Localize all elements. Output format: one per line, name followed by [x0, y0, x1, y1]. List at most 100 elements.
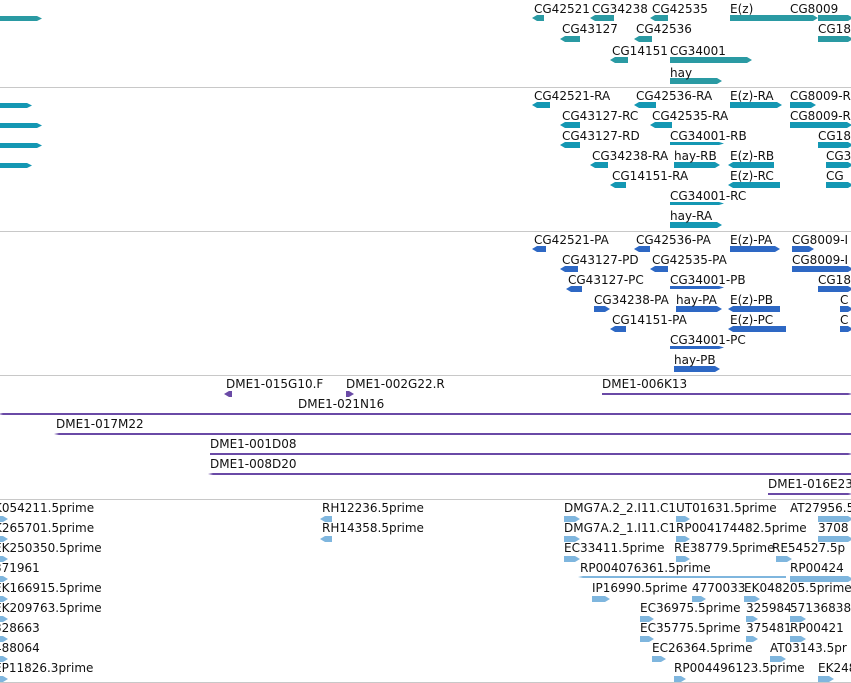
- feature-label[interactable]: E(z)-PC: [730, 313, 774, 327]
- feature-glyph[interactable]: [671, 160, 721, 170]
- feature-label[interactable]: RP004174482.5prime: [676, 521, 807, 535]
- feature-label[interactable]: 328663: [0, 621, 40, 635]
- feature-label[interactable]: EK166915.5prime: [0, 581, 102, 595]
- feature-label[interactable]: CG34001: [670, 44, 726, 58]
- feature-glyph[interactable]: [633, 100, 659, 110]
- feature-label[interactable]: CG34001-RC: [670, 189, 747, 203]
- feature-glyph[interactable]: [787, 614, 807, 624]
- feature-label[interactable]: CG: [826, 169, 844, 183]
- feature-label[interactable]: CG14151-PA: [612, 313, 687, 327]
- feature-glyph[interactable]: [0, 121, 43, 130]
- feature-glyph[interactable]: [531, 13, 547, 23]
- feature-label[interactable]: EK209763.5prime: [0, 601, 102, 615]
- feature-label[interactable]: CG8009-I: [792, 253, 849, 267]
- feature-label[interactable]: DME1-015G10.F: [226, 377, 324, 391]
- feature-glyph[interactable]: [599, 391, 851, 397]
- feature-label[interactable]: E(z)-PA: [730, 233, 773, 247]
- feature-label[interactable]: RH14358.5prime: [322, 521, 424, 535]
- feature-glyph[interactable]: [671, 364, 721, 374]
- feature-glyph[interactable]: [0, 14, 43, 23]
- feature-glyph[interactable]: [559, 264, 581, 274]
- feature-glyph[interactable]: [207, 451, 851, 457]
- feature-label[interactable]: CG3: [826, 149, 851, 163]
- feature-label[interactable]: DME1-001D08: [210, 437, 297, 451]
- feature-label[interactable]: hay-RA: [670, 209, 713, 223]
- feature-label[interactable]: CG42536-RA: [636, 89, 713, 103]
- feature-label[interactable]: E(z)-RC: [730, 169, 774, 183]
- feature-glyph[interactable]: [565, 284, 585, 294]
- feature-glyph[interactable]: [727, 160, 777, 170]
- feature-glyph[interactable]: [727, 13, 819, 23]
- feature-glyph[interactable]: [609, 55, 631, 65]
- feature-label[interactable]: CG42535-PA: [652, 253, 727, 267]
- feature-glyph[interactable]: [0, 534, 9, 544]
- feature-glyph[interactable]: [649, 654, 667, 664]
- feature-label[interactable]: C: [840, 293, 849, 307]
- feature-glyph[interactable]: [637, 634, 655, 644]
- feature-glyph[interactable]: [815, 284, 851, 294]
- feature-label[interactable]: hay-PA: [676, 293, 717, 307]
- feature-glyph[interactable]: [319, 514, 335, 524]
- feature-label[interactable]: CG18: [818, 22, 851, 36]
- feature-glyph[interactable]: [741, 594, 761, 604]
- feature-label[interactable]: RE38779.5prime: [674, 541, 775, 555]
- feature-label[interactable]: CG43127-PC: [568, 273, 644, 287]
- feature-label[interactable]: CG42536-PA: [636, 233, 711, 247]
- feature-glyph[interactable]: [815, 674, 835, 683]
- feature-label[interactable]: 3708: [818, 521, 849, 535]
- feature-glyph[interactable]: [727, 180, 783, 190]
- feature-glyph[interactable]: [667, 200, 725, 207]
- feature-glyph[interactable]: [787, 120, 851, 130]
- feature-label[interactable]: DMG7A.2_1.I11.C1: [564, 521, 677, 535]
- feature-label[interactable]: CG18: [818, 129, 851, 143]
- feature-glyph[interactable]: [559, 34, 583, 44]
- feature-glyph[interactable]: [673, 304, 723, 314]
- feature-label[interactable]: E(z)-RA: [730, 89, 774, 103]
- feature-glyph[interactable]: [559, 120, 583, 130]
- feature-label[interactable]: EK250350.5prime: [0, 541, 102, 555]
- feature-glyph[interactable]: [667, 140, 725, 147]
- feature-label[interactable]: CG42535: [652, 2, 708, 16]
- feature-label[interactable]: CG34001-PB: [670, 273, 746, 287]
- feature-label[interactable]: CG8009: [790, 2, 839, 16]
- feature-glyph[interactable]: [0, 554, 9, 564]
- feature-glyph[interactable]: [589, 160, 611, 170]
- feature-label[interactable]: hay-PB: [674, 353, 716, 367]
- feature-label[interactable]: 375481: [746, 621, 792, 635]
- feature-glyph[interactable]: [667, 344, 725, 351]
- feature-glyph[interactable]: [0, 574, 9, 584]
- feature-glyph[interactable]: [649, 120, 675, 130]
- feature-glyph[interactable]: [223, 389, 235, 399]
- feature-glyph[interactable]: [727, 304, 783, 314]
- feature-label[interactable]: DME1-002G22.R: [346, 377, 445, 391]
- feature-glyph[interactable]: [319, 534, 335, 544]
- feature-label[interactable]: hay: [670, 66, 693, 80]
- feature-glyph[interactable]: [667, 220, 723, 230]
- feature-glyph[interactable]: [649, 264, 671, 274]
- feature-label[interactable]: K265701.5prime: [0, 521, 95, 535]
- feature-glyph[interactable]: [0, 411, 851, 417]
- feature-label[interactable]: CG34238-PA: [594, 293, 669, 307]
- feature-glyph[interactable]: [727, 324, 789, 334]
- feature-label[interactable]: DME1-021N16: [298, 397, 385, 411]
- feature-label[interactable]: UT01631.5prime: [676, 501, 777, 515]
- feature-glyph[interactable]: [743, 614, 759, 624]
- feature-glyph[interactable]: [673, 514, 691, 524]
- feature-label[interactable]: CG42536: [636, 22, 692, 36]
- feature-glyph[interactable]: [591, 304, 611, 314]
- feature-glyph[interactable]: [667, 76, 723, 86]
- feature-label[interactable]: RP00424: [790, 561, 844, 575]
- feature-glyph[interactable]: [559, 140, 583, 150]
- feature-label[interactable]: EK048205.5prime: [744, 581, 851, 595]
- feature-glyph[interactable]: [727, 100, 783, 110]
- feature-label[interactable]: AT27956.5p: [790, 501, 851, 515]
- feature-glyph[interactable]: [765, 491, 851, 497]
- feature-glyph[interactable]: [667, 284, 725, 291]
- feature-label[interactable]: 4770033: [692, 581, 746, 595]
- feature-glyph[interactable]: [787, 100, 817, 110]
- feature-glyph[interactable]: [637, 614, 655, 624]
- feature-label[interactable]: 325984: [746, 601, 792, 615]
- feature-label[interactable]: RP004076361.5prime: [580, 561, 711, 575]
- feature-label[interactable]: C: [840, 313, 849, 327]
- feature-glyph[interactable]: [837, 324, 851, 334]
